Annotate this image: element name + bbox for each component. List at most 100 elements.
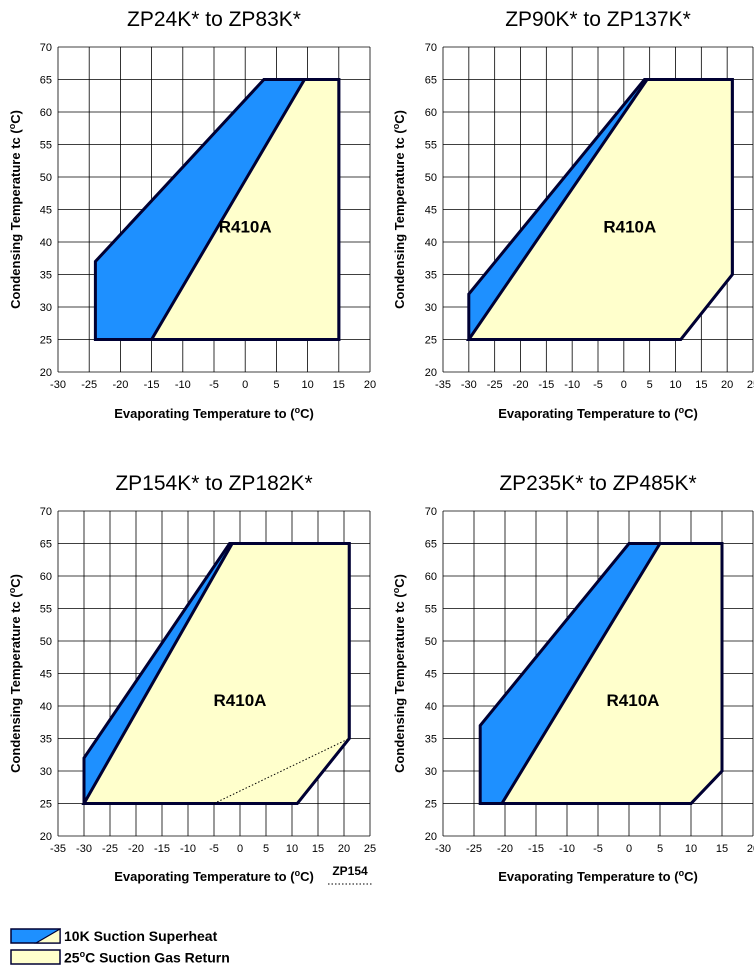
- y-tick-label: 20: [40, 831, 52, 843]
- degree-mark: o: [295, 868, 301, 878]
- y-tick-label: 70: [40, 506, 52, 518]
- legend-label-gas-return: 25oC Suction Gas Return: [64, 949, 230, 966]
- y-tick-label: 25: [40, 335, 52, 347]
- x-tick-label: -5: [209, 843, 219, 855]
- region-label: R410A: [603, 217, 656, 236]
- y-tick-label: 65: [40, 75, 52, 87]
- y-tick-label: 45: [425, 205, 437, 217]
- y-tick-label: 20: [425, 367, 437, 379]
- x-tick-label: 0: [626, 843, 632, 855]
- x-tick-label: -20: [112, 379, 128, 391]
- y-axis-label: Condensing Temperature tc (oC): [7, 574, 23, 773]
- x-tick-label: -5: [593, 379, 603, 391]
- y-tick-label: 60: [40, 107, 52, 119]
- axis-label-part: C): [392, 574, 407, 588]
- degree-mark: o: [7, 587, 17, 593]
- legend-label-gas-return-value: 25: [64, 949, 80, 966]
- x-axis-label: Evaporating Temperature to (oC): [114, 405, 314, 421]
- y-tick-label: 65: [40, 539, 52, 551]
- x-tick-label: 0: [242, 379, 248, 391]
- axis-label-part: C): [300, 869, 314, 884]
- x-tick-label: 15: [695, 379, 707, 391]
- axis-label-part: Evaporating Temperature to (: [114, 869, 295, 884]
- axis-label-part: C): [300, 406, 314, 421]
- x-tick-label: -20: [497, 843, 513, 855]
- y-tick-label: 70: [425, 42, 437, 54]
- y-tick-label: 65: [425, 75, 437, 87]
- x-tick-label: 20: [747, 843, 754, 855]
- x-tick-label: 25: [747, 379, 754, 391]
- x-tick-label: 0: [237, 843, 243, 855]
- y-tick-label: 45: [40, 205, 52, 217]
- degree-mark: o: [679, 405, 685, 415]
- envelope-gas-return: [499, 542, 724, 805]
- y-tick-label: 35: [425, 734, 437, 746]
- axis-label-part: Condensing Temperature tc (: [8, 129, 23, 309]
- x-tick-label: -15: [154, 843, 170, 855]
- y-tick-label: 50: [40, 636, 52, 648]
- axis-label-part: Evaporating Temperature to (: [114, 406, 295, 421]
- y-axis-label: Condensing Temperature tc (oC): [391, 110, 407, 309]
- x-tick-label: -35: [435, 379, 451, 391]
- axis-label-part: C): [8, 110, 23, 124]
- axis-label-part: Evaporating Temperature to (: [498, 869, 679, 884]
- x-tick-label: 5: [263, 843, 269, 855]
- x-tick-label: 20: [364, 379, 376, 391]
- x-tick-label: 10: [685, 843, 697, 855]
- x-tick-label: 20: [721, 379, 733, 391]
- envelope-gas-return: [148, 78, 341, 341]
- x-tick-label: -15: [144, 379, 160, 391]
- chart-title: ZP24K* to ZP83K*: [127, 8, 301, 31]
- zp154-note-label: ZP154: [332, 864, 368, 878]
- legend-swatches: [10, 927, 61, 965]
- y-tick-label: 55: [425, 140, 437, 152]
- x-tick-label: -25: [102, 843, 118, 855]
- x-tick-label: -25: [487, 379, 503, 391]
- y-tick-label: 35: [425, 270, 437, 282]
- chart-3: ZP154K* to ZP182K* R410A -35 -30 -25 -20 -15 -1…: [7, 472, 376, 885]
- degree-mark: o: [391, 123, 401, 129]
- chart-2: ZP90K* to ZP137K* R410A -35 -30 -25 -20 -15 -10…: [391, 8, 754, 421]
- legend-label-superheat: 10K Suction Superheat: [64, 928, 218, 944]
- zp154-limit-line: [213, 738, 350, 804]
- x-tick-label: -30: [50, 379, 66, 391]
- x-tick-label: 5: [647, 379, 653, 391]
- x-axis-label: Evaporating Temperature to (oC): [114, 868, 314, 884]
- y-tick-label: 30: [40, 302, 52, 314]
- y-tick-label: 60: [40, 571, 52, 583]
- axis-label-part: Condensing Temperature tc (: [392, 593, 407, 773]
- y-tick-label: 55: [40, 140, 52, 152]
- y-tick-label: 45: [425, 669, 437, 681]
- x-axis-label: Evaporating Temperature to (oC): [498, 868, 698, 884]
- degree-mark: o: [7, 123, 17, 129]
- chart-4: ZP235K* to ZP485K* R410A -30 -25 -20 -15 -10 -5…: [391, 472, 754, 884]
- x-tick-label: -20: [513, 379, 529, 391]
- axis-label-part: C): [684, 406, 698, 421]
- envelope-gas-return: [465, 78, 734, 341]
- y-tick-label: 60: [425, 107, 437, 119]
- x-tick-label: 10: [286, 843, 298, 855]
- x-tick-label: -30: [461, 379, 477, 391]
- degree-mark: o: [391, 587, 401, 593]
- y-tick-label: 35: [40, 270, 52, 282]
- axis-label-part: Evaporating Temperature to (: [498, 406, 679, 421]
- chart-1: ZP24K* to ZP83K* R410A -30 -25 -20 -15 -10 -5 0 5…: [7, 8, 376, 421]
- y-tick-label: 45: [40, 669, 52, 681]
- x-tick-label: 5: [657, 843, 663, 855]
- chart-title: ZP154K* to ZP182K*: [115, 472, 312, 495]
- x-tick-label: -5: [209, 379, 219, 391]
- x-tick-label: 20: [338, 843, 350, 855]
- x-tick-label: 25: [364, 843, 376, 855]
- y-tick-label: 30: [40, 766, 52, 778]
- y-tick-label: 70: [40, 42, 52, 54]
- legend-swatch-superheat-diagonal: [33, 927, 61, 944]
- legend-swatch-gas-return: [10, 949, 61, 965]
- x-tick-label: -25: [466, 843, 482, 855]
- y-tick-label: 25: [40, 799, 52, 811]
- x-tick-label: -35: [50, 843, 66, 855]
- axis-label-part: Condensing Temperature tc (: [8, 593, 23, 773]
- y-tick-label: 30: [425, 766, 437, 778]
- y-axis-label: Condensing Temperature tc (oC): [391, 574, 407, 773]
- y-tick-label: 65: [425, 539, 437, 551]
- chart-title: ZP235K* to ZP485K*: [499, 472, 696, 495]
